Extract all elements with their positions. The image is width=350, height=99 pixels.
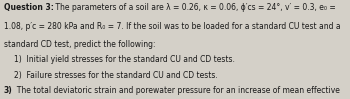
- Text: standard CD test, predict the following:: standard CD test, predict the following:: [4, 40, 155, 49]
- Text: 1)  Initial yield stresses for the standard CU and CD tests.: 1) Initial yield stresses for the standa…: [14, 55, 235, 64]
- Text: 3): 3): [4, 86, 12, 95]
- Text: 2)  Failure stresses for the standard CU and CD tests.: 2) Failure stresses for the standard CU …: [14, 71, 218, 80]
- Text: Question 3:: Question 3:: [4, 3, 53, 12]
- Text: The total deviatoric strain and porewater pressure for an increase of mean effec: The total deviatoric strain and porewate…: [12, 86, 340, 95]
- Text: 1.08, p′c = 280 kPa and R₀ = 7. If the soil was to be loaded for a standard CU t: 1.08, p′c = 280 kPa and R₀ = 7. If the s…: [4, 22, 340, 31]
- Text: The parameters of a soil are λ = 0.26, κ = 0.06, ϕ′cs = 24°, v′ = 0.3, e₀ =: The parameters of a soil are λ = 0.26, κ…: [53, 3, 336, 12]
